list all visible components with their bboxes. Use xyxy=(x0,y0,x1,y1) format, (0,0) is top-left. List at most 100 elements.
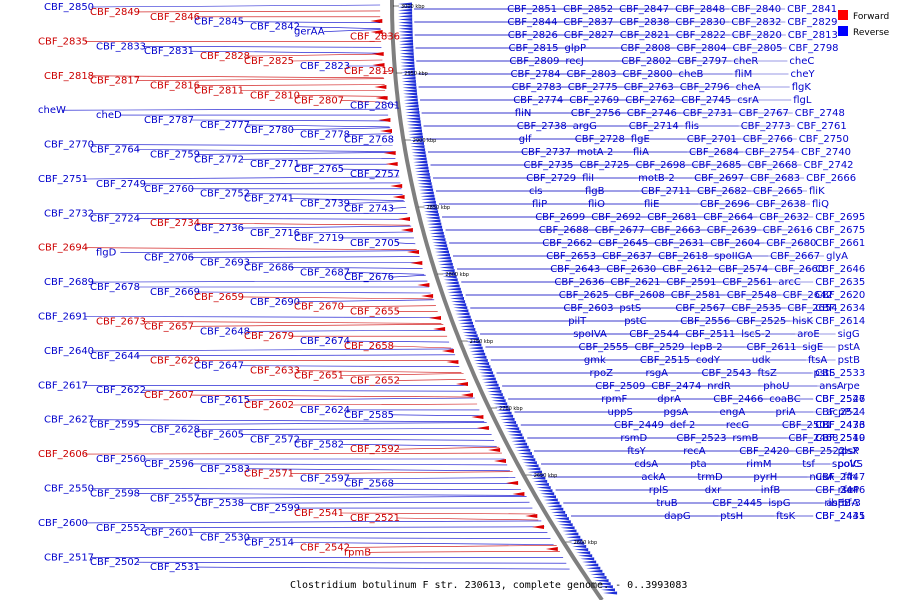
gene-label-right: CBF_2766 xyxy=(743,134,793,145)
reverse-feature-arrow xyxy=(562,529,577,533)
reverse-feature-arrow xyxy=(398,36,413,40)
reverse-feature-arrow xyxy=(500,417,515,421)
gene-label-left: CBF_2716 xyxy=(250,228,300,239)
gene-label-left: CBF_2552 xyxy=(96,523,146,534)
reverse-feature-arrow xyxy=(475,362,490,366)
gene-label-right: CBF_2822 xyxy=(676,30,726,41)
gene-label-right: CBF_2841 xyxy=(787,4,837,15)
reverse-feature-arrow xyxy=(486,386,500,390)
reverse-feature-arrow xyxy=(398,21,413,25)
reverse-feature-arrow xyxy=(402,86,417,90)
gene-label-right: CBF_2784 xyxy=(511,69,561,80)
gene-label-right: fliQ xyxy=(812,199,829,210)
legend: Forward Reverse xyxy=(838,10,890,38)
gene-label-right: lscS-2 xyxy=(741,329,771,340)
leader-line xyxy=(90,419,485,423)
reverse-feature-arrow xyxy=(456,315,471,319)
gene-label-left: CBF_2816 xyxy=(150,81,200,92)
gene-label-right: aspB-3 xyxy=(826,498,861,509)
gene-label-right: glf xyxy=(519,134,532,145)
reverse-feature-arrow xyxy=(409,135,423,139)
gene-label-right: pstA xyxy=(838,342,860,353)
gene-label-left: CBF_2850 xyxy=(44,2,94,13)
gene-label-right: CBF_2473 xyxy=(815,420,865,431)
leader-line xyxy=(390,207,407,209)
leader-line xyxy=(246,124,390,128)
forward-feature-arrow xyxy=(390,184,403,188)
reverse-feature-arrow xyxy=(499,414,514,418)
leader-line xyxy=(240,365,460,368)
gene-label-right: ptsH xyxy=(720,511,743,522)
gene-label-left: CBF_2818 xyxy=(44,71,94,82)
gene-label-left: CBF_2644 xyxy=(90,351,140,362)
gene-label-right: coaBC xyxy=(769,394,800,405)
gene-label-right: acpP-1 xyxy=(826,407,860,418)
gene-label-right: CBF_2692 xyxy=(591,212,641,223)
gene-label-left: CBF_2849 xyxy=(90,7,140,18)
leader-line xyxy=(196,291,431,294)
gene-label-left: CBF_2572 xyxy=(250,434,300,445)
leader-line xyxy=(240,158,396,160)
reverse-feature-arrow xyxy=(460,324,475,328)
gene-label-right: CBF_2446 xyxy=(815,485,865,496)
gene-label-right: CBF_2820 xyxy=(732,30,782,41)
leader-line xyxy=(120,250,419,253)
gene-label-left: CBF_2825 xyxy=(244,56,294,67)
leader-line xyxy=(196,428,490,430)
reverse-feature-arrow xyxy=(491,399,506,403)
gene-label-left: cheD xyxy=(96,110,122,121)
gene-label-left: CBF_2836 xyxy=(350,32,400,43)
gene-label-right: CBF_2827 xyxy=(564,30,614,41)
reverse-feature-arrow xyxy=(487,390,502,393)
reverse-feature-arrow xyxy=(477,368,492,372)
gene-label-right: CBF_2661 xyxy=(815,238,865,249)
scale-tick-label: 2650 kbp xyxy=(534,473,558,479)
gene-label-right: CBF_2737 xyxy=(521,147,571,158)
gene-label-left: CBF_2676 xyxy=(344,272,394,283)
reverse-feature-arrow xyxy=(399,45,414,49)
gene-label-right: rpoZ xyxy=(590,368,614,379)
forward-feature-arrow xyxy=(392,195,405,199)
gene-label-left: CBF_2595 xyxy=(90,420,140,431)
gene-label-left: CBF_2749 xyxy=(96,179,146,190)
leader-line xyxy=(84,316,440,318)
reverse-feature-arrow xyxy=(415,169,430,173)
gene-label-left: CBF_2736 xyxy=(194,223,244,234)
gene-label-right: CBF_2738 xyxy=(517,121,567,132)
forward-feature-arrow xyxy=(383,151,396,155)
forward-feature-arrow xyxy=(417,283,430,287)
gene-label-right: CBF_2522 xyxy=(795,446,845,457)
reverse-feature-arrow xyxy=(582,560,597,564)
reverse-feature-arrow xyxy=(419,191,434,195)
gene-label-right: trmD xyxy=(697,472,723,483)
reverse-feature-arrow xyxy=(405,111,420,114)
leader-line xyxy=(346,133,392,135)
reverse-feature-arrow xyxy=(531,476,546,480)
reverse-feature-arrow xyxy=(406,120,421,124)
gene-label-right: CBF_2561 xyxy=(722,277,772,288)
reverse-feature-arrow xyxy=(408,129,422,133)
leader-line xyxy=(196,566,570,570)
leader-line xyxy=(90,75,384,79)
reverse-feature-arrow xyxy=(407,126,422,130)
reverse-feature-arrow xyxy=(463,334,478,338)
gene-label-right: CBF_2830 xyxy=(675,17,725,28)
reverse-feature-arrow xyxy=(411,148,426,152)
reverse-feature-arrow xyxy=(398,33,413,37)
gene-label-left: CBF_2687 xyxy=(300,267,350,278)
reverse-feature-arrow xyxy=(543,498,558,502)
gene-label-right: CBF_2630 xyxy=(606,264,656,275)
gene-label-left: CBF_2811 xyxy=(194,86,244,97)
gene-label-left: CBF_2757 xyxy=(350,169,400,180)
scale-tick-label: 2850 kbp xyxy=(427,205,451,211)
gene-label-left: CBF_2807 xyxy=(294,95,344,106)
reverse-feature-arrow xyxy=(457,318,472,322)
forward-feature-arrow xyxy=(525,514,538,518)
gene-label-right: CBF_2675 xyxy=(815,225,865,236)
reverse-feature-arrow xyxy=(511,439,526,443)
gene-label-left: CBF_2571 xyxy=(244,469,294,480)
gene-label-right: CBF_2804 xyxy=(677,43,727,54)
gene-label-left: CBF_2835 xyxy=(38,36,88,47)
gene-label-right: CBF_2547 xyxy=(815,394,865,405)
